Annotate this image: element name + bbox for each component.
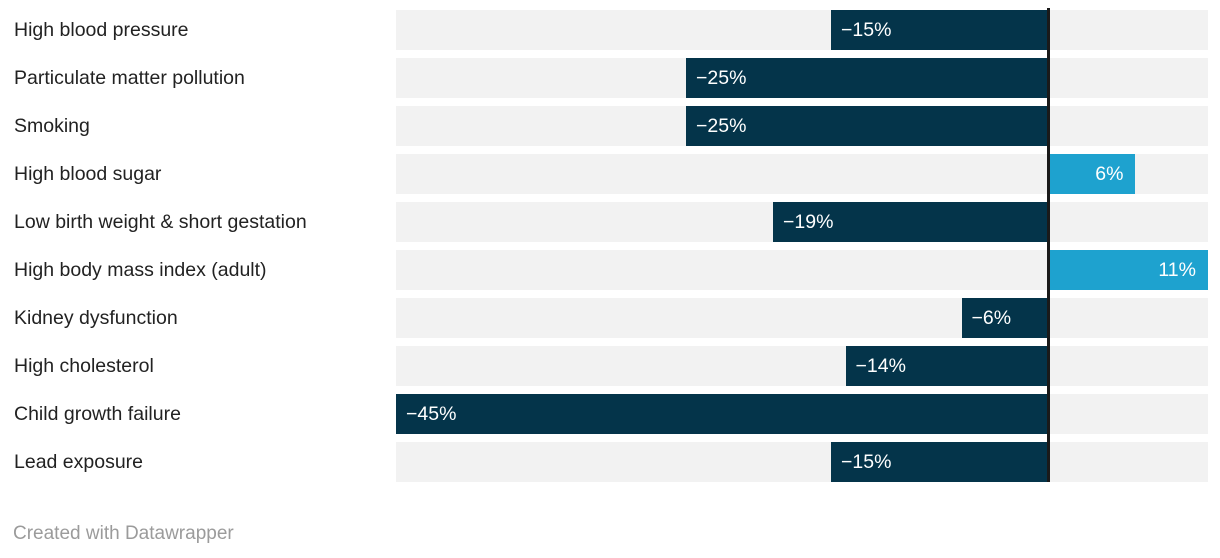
bar[interactable]: −15% <box>831 442 1049 482</box>
category-label: High cholesterol <box>14 354 154 377</box>
bar-track: −15% <box>396 442 1208 482</box>
chart-row: Lead exposure −15% <box>0 442 1220 482</box>
bar[interactable]: −25% <box>686 58 1049 98</box>
bar-track: −45% <box>396 394 1208 434</box>
bar-track: 11% <box>396 250 1208 290</box>
category-label: Child growth failure <box>14 402 181 425</box>
bar[interactable]: −15% <box>831 10 1049 50</box>
category-label: High blood pressure <box>14 18 189 41</box>
bar-value-label: −14% <box>855 354 906 377</box>
bar-value-label: 11% <box>1158 258 1196 281</box>
category-label: Lead exposure <box>14 450 144 473</box>
bar-value-label: −6% <box>971 306 1012 329</box>
bar-chart: High blood pressure −15% Particulate matte… <box>0 8 1220 482</box>
bar-value-label: 6% <box>1095 162 1124 185</box>
attribution-text: Created with Datawrapper <box>13 523 234 544</box>
chart-row: Kidney dysfunction −6% <box>0 298 1220 338</box>
bar-track: −6% <box>396 298 1208 338</box>
bar-track: 6% <box>396 154 1208 194</box>
bar-track: −15% <box>396 10 1208 50</box>
chart-row: High cholesterol −14% <box>0 346 1220 386</box>
bar-value-label: −25% <box>696 66 747 89</box>
chart-row: High body mass index (adult) 11% <box>0 250 1220 290</box>
bar[interactable]: −45% <box>396 394 1049 434</box>
category-label: High body mass index (adult) <box>14 258 267 281</box>
chart-row: Low birth weight & short gestation −19% <box>0 202 1220 242</box>
category-label: Particulate matter pollution <box>14 66 245 89</box>
bar-value-label: −19% <box>783 210 834 233</box>
zero-axis-line <box>1047 8 1050 482</box>
bar[interactable]: 6% <box>1048 154 1136 194</box>
chart-row: Particulate matter pollution −25% <box>0 58 1220 98</box>
bar-value-label: −45% <box>406 402 457 425</box>
bar-track: −19% <box>396 202 1208 242</box>
chart-rows: High blood pressure −15% Particulate matte… <box>0 10 1220 482</box>
bar[interactable]: −14% <box>845 346 1049 386</box>
chart-row: Smoking −25% <box>0 106 1220 146</box>
category-label: Kidney dysfunction <box>14 306 178 329</box>
category-label: Low birth weight & short gestation <box>14 210 307 233</box>
bar-value-label: −25% <box>696 114 747 137</box>
bar-value-label: −15% <box>841 450 892 473</box>
category-label: Smoking <box>14 114 90 137</box>
bar[interactable]: −19% <box>773 202 1049 242</box>
category-label: High blood sugar <box>14 162 162 185</box>
bar[interactable]: −25% <box>686 106 1049 146</box>
bar[interactable]: 11% <box>1048 250 1208 290</box>
chart-row: High blood sugar 6% <box>0 154 1220 194</box>
bar-value-label: −15% <box>841 18 892 41</box>
bar[interactable]: −6% <box>961 298 1049 338</box>
bar-track: −25% <box>396 106 1208 146</box>
chart-row: High blood pressure −15% <box>0 10 1220 50</box>
chart-row: Child growth failure −45% <box>0 394 1220 434</box>
bar-track: −25% <box>396 58 1208 98</box>
bar-track: −14% <box>396 346 1208 386</box>
